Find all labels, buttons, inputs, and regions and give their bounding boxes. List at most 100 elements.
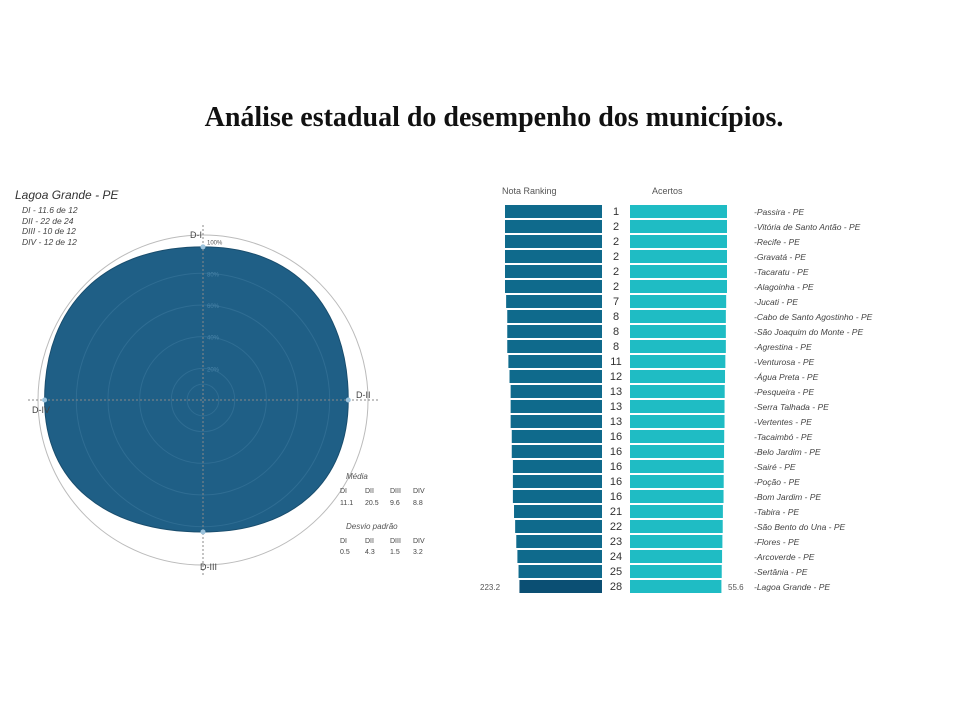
desvio-value: 3.2 — [413, 549, 423, 556]
municipality-label: -Flores - PE — [754, 537, 800, 547]
page-title: Análise estadual do desempenho dos munic… — [204, 102, 784, 133]
dimension-item: DIII - 10 de 12 — [22, 226, 76, 236]
rank-label: 2 — [613, 281, 619, 293]
municipality-label: -Belo Jardim - PE — [754, 447, 821, 457]
rank-label: 25 — [610, 566, 622, 578]
media-value: 8.8 — [413, 500, 423, 507]
municipality-label: -Sertânia - PE — [754, 567, 808, 577]
acertos-bar — [630, 310, 726, 323]
acertos-bar — [630, 340, 726, 353]
municipality-label: -Recife - PE — [754, 237, 800, 247]
nota-bar — [512, 490, 602, 503]
desvio-title: Desvio padrão — [346, 522, 398, 531]
axis-label-d4: D-IV — [32, 405, 50, 415]
rank-label: 22 — [610, 521, 622, 533]
radar-point — [345, 397, 351, 403]
municipality-label: -São Bento do Una - PE — [754, 522, 846, 532]
radar-ring-label: 20% — [207, 367, 220, 373]
nota-bar — [508, 355, 602, 368]
left-bars-header: Nota Ranking — [502, 186, 557, 196]
nota-bar — [516, 535, 602, 548]
nota-bar — [507, 310, 602, 323]
radar-point — [200, 244, 206, 250]
nota-bar — [519, 580, 602, 593]
rank-label: 23 — [610, 536, 622, 548]
municipality-label: -Vitória de Santo Antão - PE — [754, 222, 861, 232]
nota-bar — [510, 385, 602, 398]
acertos-bar — [630, 295, 727, 308]
acertos-bar — [630, 205, 727, 218]
municipality-label: -Tacaratu - PE — [754, 267, 809, 277]
media-value: 11.1 — [340, 500, 354, 507]
nota-bar — [507, 340, 602, 353]
axis-label-d2: D-II — [356, 390, 371, 400]
nota-bar — [505, 235, 602, 248]
rank-label: 2 — [613, 266, 619, 278]
municipality-label: -Cabo de Santo Agostinho - PE — [754, 312, 873, 322]
nota-bar — [505, 220, 602, 233]
nota-bar — [505, 265, 602, 278]
acertos-bar — [630, 565, 722, 578]
acertos-bar — [630, 430, 725, 443]
rank-label: 16 — [610, 446, 622, 458]
desvio-value: 0.5 — [340, 549, 350, 556]
radar-chart: 100% 80% 60% 40% 20% — [0, 180, 440, 590]
nota-bar — [506, 295, 602, 308]
rank-label: 8 — [613, 311, 619, 323]
municipality-label: -Venturosa - PE — [754, 357, 814, 367]
acertos-bar — [630, 400, 725, 413]
nota-bar — [509, 370, 602, 383]
acertos-bar — [630, 445, 725, 458]
stats-col-header: DIII — [390, 488, 401, 495]
radar-area — [44, 246, 349, 533]
stats-col-header: DIV — [413, 538, 425, 545]
ranking-svg: 1 -Passira - PE 2 -Vitória de Santo Antão -… — [480, 205, 873, 593]
nota-bar — [518, 565, 602, 578]
acertos-bar — [630, 550, 723, 563]
dimension-item: DII - 22 de 24 — [22, 215, 74, 226]
radar-ring-label: 60% — [207, 304, 220, 310]
acertos-bar — [630, 460, 724, 473]
acertos-bar — [630, 580, 722, 593]
acertos-bar — [630, 220, 727, 233]
rank-label: 2 — [613, 221, 619, 233]
stats-col-header: DII — [365, 538, 374, 545]
radar-ring-label: 80% — [207, 272, 220, 278]
acertos-bar — [630, 520, 723, 533]
municipality-label: -Agrestina - PE — [754, 342, 812, 352]
stats-col-header: DI — [340, 488, 347, 495]
rank-label: 16 — [610, 491, 622, 503]
nota-bar — [514, 505, 602, 518]
rank-label: 11 — [610, 356, 621, 368]
rank-label: 12 — [610, 371, 622, 383]
rank-label: 28 — [610, 581, 622, 593]
nota-bar — [515, 520, 602, 533]
acertos-bar — [630, 490, 724, 503]
axis-label-d3: D-III — [200, 562, 217, 572]
acertos-bar — [630, 235, 727, 248]
rank-label: 21 — [610, 506, 622, 518]
radar-ring — [107, 304, 299, 496]
rank-label: 13 — [610, 416, 622, 428]
acertos-bar — [630, 370, 726, 383]
stats-col-header: DI — [340, 538, 347, 545]
radar-ring — [170, 367, 236, 433]
municipality-label: -Jucati - PE — [754, 297, 798, 307]
acertos-bar — [630, 280, 727, 293]
municipality-label: -Bom Jardim - PE — [754, 492, 821, 502]
municipality-label: -Vertentes - PE — [754, 417, 812, 427]
acertos-bar — [630, 355, 726, 368]
acertos-bar — [630, 265, 727, 278]
municipality-label: -Tabira - PE — [754, 507, 799, 517]
desvio-value: 1.5 — [390, 549, 400, 556]
rank-label: 7 — [613, 296, 619, 308]
acertos-last-value: 55.6 — [728, 583, 744, 592]
municipality-label: -Água Preta - PE — [754, 372, 819, 382]
municipality-label: -Sairé - PE — [754, 462, 796, 472]
municipality-label: -Pesqueira - PE — [754, 387, 814, 397]
nota-bar — [505, 205, 602, 218]
stats-panel: Média DI DII DIII DIV 11.1 20.5 9.6 8.8 … — [340, 472, 430, 562]
axis-label-d1: D-I — [190, 230, 202, 240]
rank-label: 2 — [613, 236, 619, 248]
rank-label: 8 — [613, 326, 619, 338]
